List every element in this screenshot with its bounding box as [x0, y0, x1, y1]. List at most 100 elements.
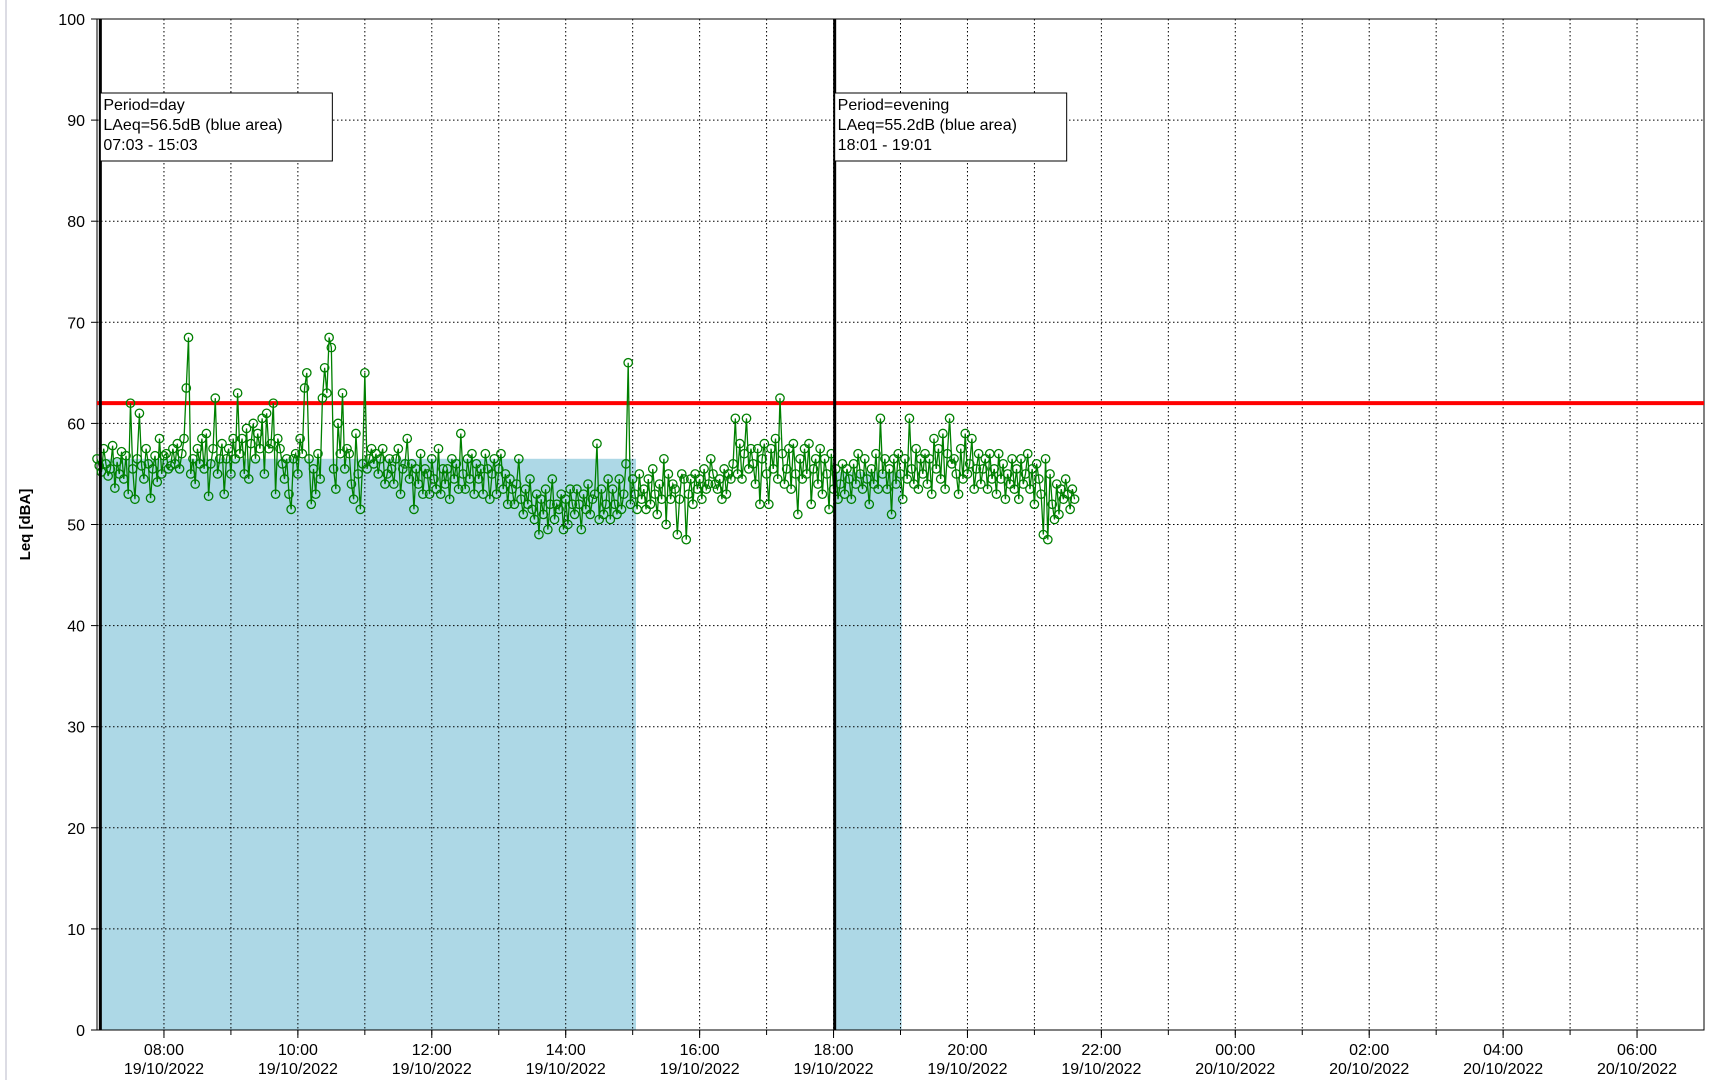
data-point	[895, 469, 906, 479]
data-point	[203, 491, 214, 502]
data-point	[384, 453, 395, 464]
data-point	[935, 474, 946, 484]
data-point	[808, 464, 819, 474]
data-point	[712, 484, 723, 494]
data-point	[746, 443, 756, 454]
data-point	[275, 443, 285, 454]
data-point	[563, 519, 573, 530]
data-point	[759, 438, 770, 449]
data-point	[301, 367, 312, 378]
x-tick-date-1: 19/10/2022	[258, 1061, 338, 1078]
data-point	[134, 408, 145, 419]
data-point	[804, 438, 814, 449]
data-point	[393, 443, 404, 454]
data-point	[819, 453, 830, 464]
data-point	[877, 469, 888, 479]
data-point	[205, 458, 216, 469]
data-point	[913, 484, 924, 494]
data-point	[165, 461, 176, 471]
y-tick-label-90: 90	[67, 113, 85, 130]
y-tick-label-50: 50	[67, 518, 85, 535]
data-point	[112, 456, 122, 467]
data-point	[226, 469, 236, 479]
data-point	[163, 464, 174, 474]
data-point	[741, 413, 752, 424]
data-point	[815, 443, 826, 454]
data-point	[866, 464, 877, 474]
x-axis-ticks: 08:00 19/10/2022 10:00 19/10/2022 12:00 19/10…	[124, 1030, 1677, 1078]
data-point	[967, 433, 977, 444]
data-point	[893, 448, 904, 459]
data-point	[1025, 484, 1035, 494]
data-point	[991, 489, 1002, 500]
data-point	[139, 474, 149, 484]
data-point	[572, 484, 582, 494]
data-point	[435, 489, 446, 500]
data-point	[107, 440, 118, 451]
data-point	[125, 398, 136, 409]
data-point	[342, 443, 352, 454]
data-point	[1040, 453, 1051, 464]
data-point	[288, 453, 299, 464]
data-point	[681, 534, 692, 545]
data-point	[1067, 484, 1078, 494]
data-point	[518, 509, 529, 520]
data-point	[344, 448, 355, 459]
data-point	[270, 489, 281, 500]
data-point	[409, 504, 419, 515]
data-point	[264, 443, 274, 454]
data-point	[630, 489, 640, 500]
data-point	[884, 464, 895, 474]
x-tick-time-5: 18:00	[814, 1042, 854, 1059]
data-point	[505, 474, 515, 484]
x-tick-date-9: 20/10/2022	[1329, 1061, 1409, 1078]
data-point	[549, 514, 560, 525]
data-point	[156, 469, 167, 479]
data-point	[1045, 469, 1055, 479]
data-point	[386, 464, 397, 474]
data-point	[487, 469, 497, 479]
data-point	[424, 489, 435, 500]
data-point	[453, 484, 464, 494]
data-point	[897, 494, 908, 505]
data-point	[781, 464, 792, 474]
data-point	[103, 471, 114, 481]
data-point	[763, 499, 774, 510]
y-tick-label-70: 70	[67, 315, 85, 332]
data-point	[726, 474, 736, 484]
data-point	[281, 453, 292, 464]
data-point	[922, 479, 933, 489]
data-point	[268, 398, 279, 409]
data-point	[348, 494, 359, 505]
data-point	[1034, 474, 1044, 484]
data-point	[788, 438, 799, 449]
data-point	[614, 474, 625, 484]
data-point	[161, 448, 172, 459]
data-point	[489, 453, 500, 464]
x-tick-date-0: 19/10/2022	[124, 1061, 204, 1078]
data-point	[634, 469, 645, 479]
data-point	[132, 453, 143, 464]
data-point	[333, 418, 343, 429]
data-point	[362, 464, 372, 474]
data-point	[159, 450, 169, 461]
data-point	[971, 464, 982, 474]
data-point	[714, 474, 725, 484]
data-point	[701, 484, 712, 494]
data-point	[960, 428, 971, 439]
laeq-areas	[100, 458, 902, 1031]
data-point	[183, 332, 194, 343]
data-point	[1065, 504, 1075, 515]
data-point	[516, 494, 526, 505]
data-point	[964, 458, 975, 469]
data-point	[585, 509, 596, 520]
data-point	[290, 448, 301, 459]
data-point	[1054, 509, 1064, 520]
data-point	[339, 464, 350, 474]
data-point	[397, 464, 408, 474]
data-point	[286, 504, 297, 515]
data-point	[1042, 534, 1053, 545]
data-point	[400, 458, 410, 469]
data-point	[697, 494, 707, 505]
data-point	[576, 524, 587, 535]
